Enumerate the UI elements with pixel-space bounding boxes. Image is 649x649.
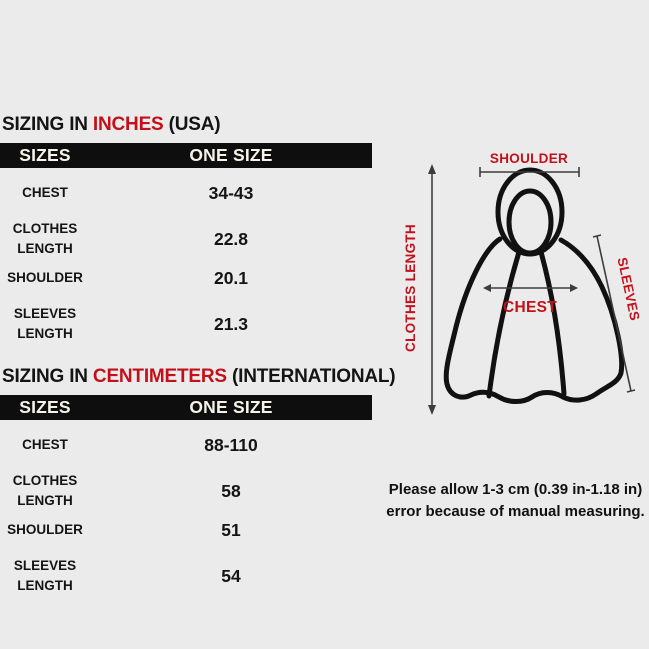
title-unit: CENTIMETERS: [92, 366, 227, 387]
column-header-one-size: ONE SIZE: [189, 397, 273, 417]
sleeves-tick-top: [592, 234, 602, 238]
title-prefix: SIZING IN: [2, 366, 88, 387]
note-line-2: error because of manual measuring.: [386, 503, 645, 520]
row-label: CLOTHES LENGTH: [12, 221, 78, 257]
measuring-error-note: Please allow 1-3 cm (0.39 in-1.18 in) er…: [382, 479, 649, 523]
table-row: SLEEVES LENGTH 54: [0, 556, 394, 593]
cape-illustration: SHOULDER CLOTHES LENGTH CHEST SLEEVES: [403, 151, 643, 415]
clothes-length-arrow-bottom: [428, 405, 436, 415]
row-label: SHOULDER: [7, 270, 83, 286]
measurement-diagram: SHOULDER CLOTHES LENGTH CHEST SLEEVES: [390, 140, 649, 432]
clothes-length-label: CLOTHES LENGTH: [403, 224, 418, 352]
chest-label: CHEST: [503, 299, 557, 316]
note-line-1: Please allow 1-3 cm (0.39 in-1.18 in): [388, 481, 643, 498]
chest-arrow-left: [483, 284, 491, 292]
table-row: CLOTHES LENGTH 22.8: [0, 219, 394, 256]
row-value: 51: [221, 520, 241, 540]
size-table-inches: SIZING IN INCHES (USA) SIZES ONE SIZE CH…: [0, 112, 394, 341]
row-value: 21.3: [213, 313, 249, 334]
column-header-one-size: ONE SIZE: [189, 145, 273, 165]
row-value: 34-43: [208, 183, 254, 203]
title-suffix: (INTERNATIONAL): [232, 366, 396, 387]
table-title-inches: SIZING IN INCHES (USA): [2, 112, 394, 138]
row-label: SLEEVES LENGTH: [13, 558, 77, 594]
table-header-row: SIZES ONE SIZE: [0, 395, 372, 420]
table-row: SLEEVES LENGTH 21.3: [0, 304, 394, 341]
row-label: CLOTHES LENGTH: [12, 473, 78, 509]
table-header-row: SIZES ONE SIZE: [0, 143, 372, 168]
sleeves-tick-bottom: [626, 389, 636, 393]
row-label: SLEEVES LENGTH: [13, 306, 77, 342]
column-header-sizes: SIZES: [19, 145, 71, 165]
row-value: 58: [221, 480, 241, 501]
row-value: 88-110: [204, 435, 258, 455]
title-suffix: (USA): [168, 114, 221, 135]
row-value: 22.8: [213, 228, 249, 249]
cape-body-outline: [443, 236, 625, 404]
row-value: 20.1: [213, 268, 249, 288]
sleeves-label: SLEEVES: [614, 256, 642, 322]
column-header-sizes: SIZES: [19, 397, 71, 417]
chest-arrow-right: [570, 284, 578, 292]
table-row: CHEST 88-110: [0, 420, 394, 471]
title-unit: INCHES: [92, 114, 164, 135]
cape-front-opening-left: [486, 249, 522, 399]
table-row: SHOULDER 51: [0, 505, 394, 556]
title-prefix: SIZING IN: [2, 114, 88, 135]
hood-inner-outline: [506, 188, 554, 256]
size-table-centimeters: SIZING IN CENTIMETERS (INTERNATIONAL) SI…: [0, 364, 396, 593]
shoulder-label: SHOULDER: [490, 151, 568, 166]
clothes-length-arrow-top: [428, 164, 436, 174]
row-value: 54: [221, 565, 241, 586]
table-title-centimeters: SIZING IN CENTIMETERS (INTERNATIONAL): [2, 364, 396, 390]
table-row: SHOULDER 20.1: [0, 253, 394, 304]
table-row: CHEST 34-43: [0, 168, 394, 219]
row-label: CHEST: [22, 185, 68, 201]
row-label: SHOULDER: [7, 522, 83, 538]
table-row: CLOTHES LENGTH 58: [0, 471, 394, 508]
cape-front-opening-right: [538, 249, 567, 397]
sleeves-dimension-line: [596, 235, 632, 392]
row-label: CHEST: [22, 437, 68, 453]
